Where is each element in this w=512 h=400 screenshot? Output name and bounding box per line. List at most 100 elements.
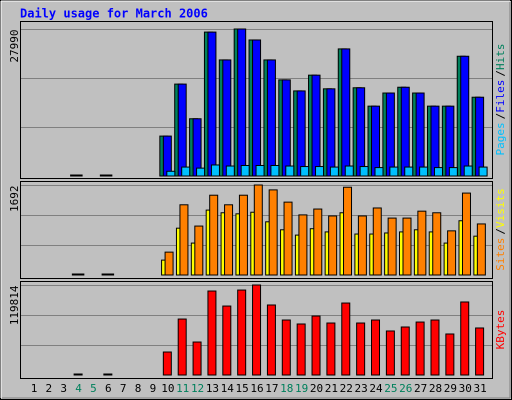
legend-entry: Visits: [494, 188, 507, 228]
bar: [460, 301, 470, 376]
legend-entry: Sites: [494, 238, 507, 271]
bar: [266, 304, 276, 376]
bar: [224, 204, 234, 276]
x-tick-label: 12: [191, 382, 204, 395]
bar: [328, 215, 338, 276]
bar: [237, 28, 247, 177]
bar: [385, 330, 395, 376]
x-tick-label: 28: [429, 382, 442, 395]
bar: [326, 322, 336, 376]
bar: [389, 166, 399, 177]
bar: [445, 105, 455, 177]
legend-entry: KBytes: [494, 310, 507, 350]
bar: [311, 315, 321, 376]
bar: [356, 87, 366, 177]
bar: [371, 319, 381, 376]
bar: [300, 166, 310, 177]
bar: [298, 214, 308, 276]
bar: [326, 88, 336, 177]
x-tick-label: 27: [414, 382, 427, 395]
x-tick-label: 20: [310, 382, 323, 395]
x-tick-label: 7: [120, 382, 127, 395]
x-tick-label: 22: [340, 382, 353, 395]
bar: [166, 170, 176, 177]
bar: [433, 167, 443, 177]
bar: [475, 327, 485, 376]
bar: [476, 223, 486, 276]
bar: [415, 321, 425, 376]
chart-title: Daily usage for March 2006: [20, 7, 208, 21]
x-tick-label: 14: [221, 382, 235, 395]
bar: [402, 217, 412, 276]
bar: [357, 215, 367, 276]
bar: [417, 210, 427, 276]
bar: [285, 165, 295, 177]
x-tick-label: 29: [444, 382, 457, 395]
legend-separator: /: [494, 70, 507, 77]
x-tick-label: 4: [75, 382, 82, 395]
bar: [404, 166, 414, 177]
x-tick-label: 30: [459, 382, 472, 395]
bar: [210, 164, 220, 177]
bar: [344, 165, 354, 177]
bar: [177, 318, 187, 376]
bar: [315, 166, 325, 177]
x-tick-label: 8: [135, 382, 142, 395]
bar: [461, 192, 471, 276]
bar: [268, 189, 278, 276]
bar: [359, 166, 369, 177]
bar: [209, 194, 219, 276]
bar: [400, 326, 410, 376]
bar: [255, 164, 265, 177]
x-tick-label: 24: [369, 382, 383, 395]
y-tick-label: 119814: [8, 285, 21, 325]
bar: [343, 186, 353, 276]
bar: [475, 96, 485, 177]
bar: [313, 208, 323, 276]
bar: [75, 273, 85, 276]
bar: [192, 118, 202, 177]
x-tick-label: 26: [399, 382, 412, 395]
bar: [385, 92, 395, 177]
x-tick-label: 21: [325, 382, 338, 395]
bar: [430, 105, 440, 177]
bar: [281, 79, 291, 177]
x-tick-label: 10: [161, 382, 174, 395]
bar: [478, 166, 488, 177]
bar: [296, 323, 306, 376]
bar: [222, 59, 232, 177]
bar: [179, 204, 189, 276]
x-tick-label: 15: [236, 382, 249, 395]
bar: [296, 90, 306, 177]
bar: [73, 174, 83, 177]
bar: [181, 166, 191, 177]
x-tick-label: 11: [176, 382, 189, 395]
bar: [311, 74, 321, 177]
bar: [194, 225, 204, 276]
bar: [283, 201, 293, 276]
bar: [270, 164, 280, 177]
bar: [266, 59, 276, 177]
bar: [448, 167, 458, 177]
bar: [447, 230, 457, 276]
bar: [387, 217, 397, 276]
bar: [281, 319, 291, 376]
bar: [222, 305, 232, 376]
x-tick-label: 1: [31, 382, 38, 395]
bar: [103, 174, 113, 177]
legend-separator: /: [494, 228, 507, 235]
legend-entry: Pages: [494, 122, 507, 155]
bar: [341, 48, 351, 177]
bar: [164, 251, 174, 276]
legend-entry: Files: [494, 80, 507, 113]
bar: [225, 165, 235, 177]
y-tick-label: 27990: [8, 30, 21, 63]
bar: [237, 289, 247, 376]
y-tick-label: 1692: [8, 186, 21, 213]
legend-separator: /: [494, 113, 507, 120]
bar: [207, 290, 217, 376]
bar: [460, 55, 470, 177]
bar: [463, 165, 473, 177]
bar: [103, 373, 113, 376]
